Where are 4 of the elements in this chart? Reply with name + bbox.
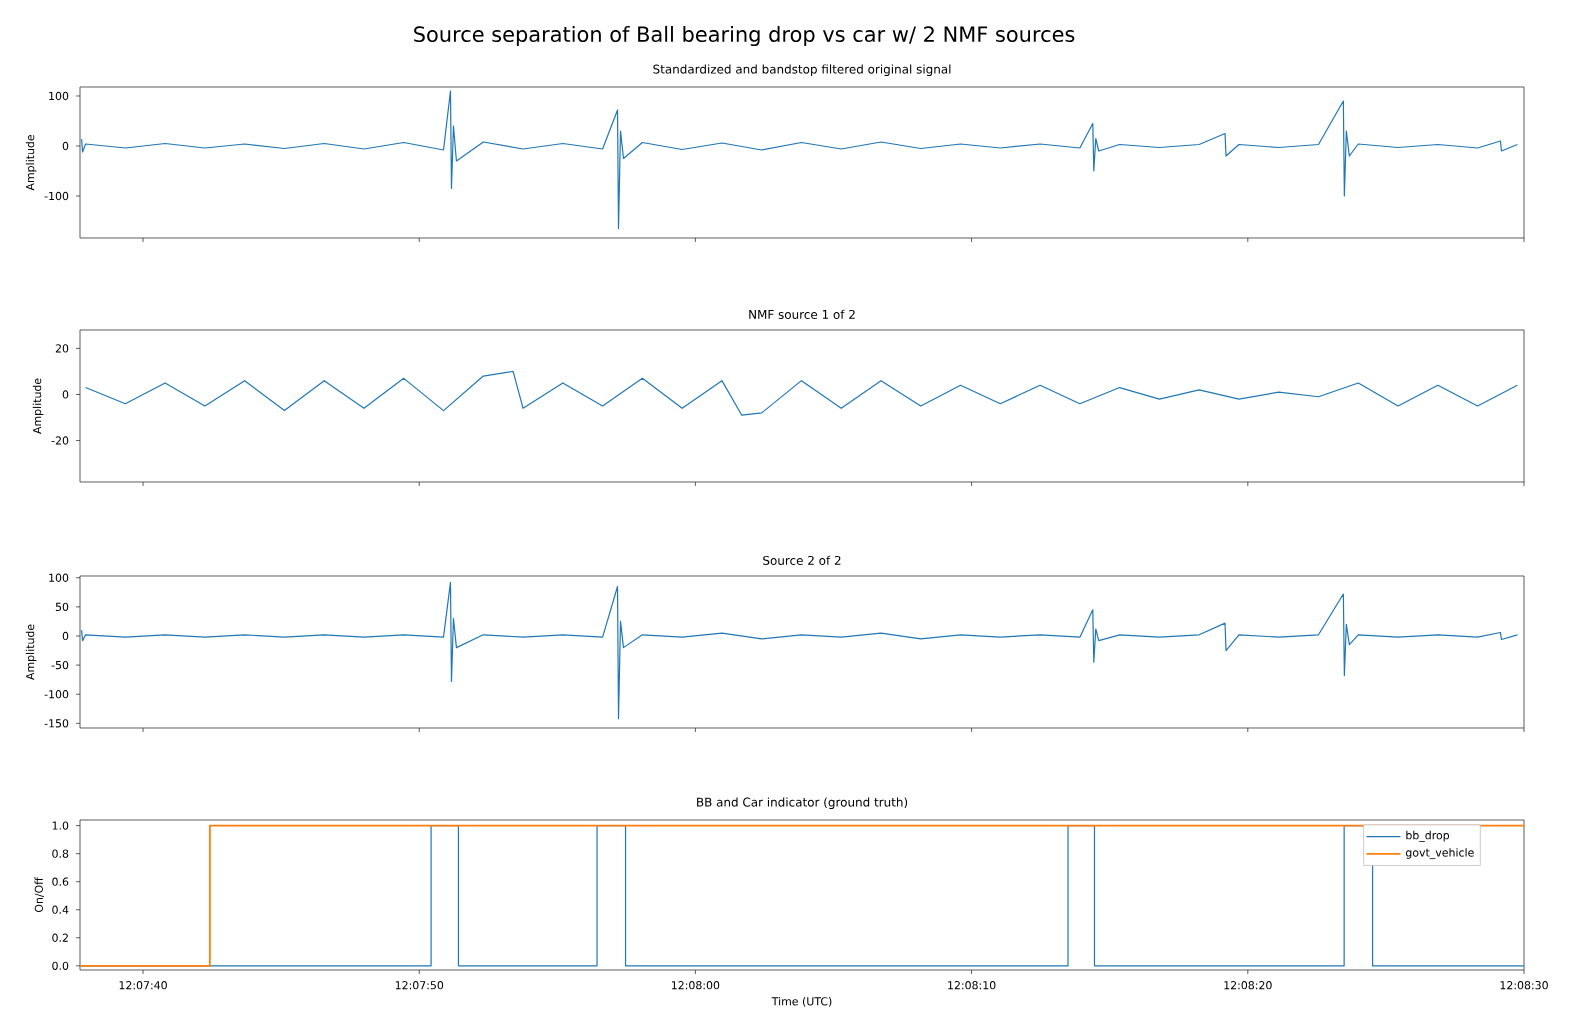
line-series (84, 370, 1518, 416)
line-series (80, 581, 1518, 720)
chart-title: Source separation of Ball bearing drop vs car w/ 2 NMF sources (414, 25, 1075, 47)
line-series (80, 90, 1518, 230)
